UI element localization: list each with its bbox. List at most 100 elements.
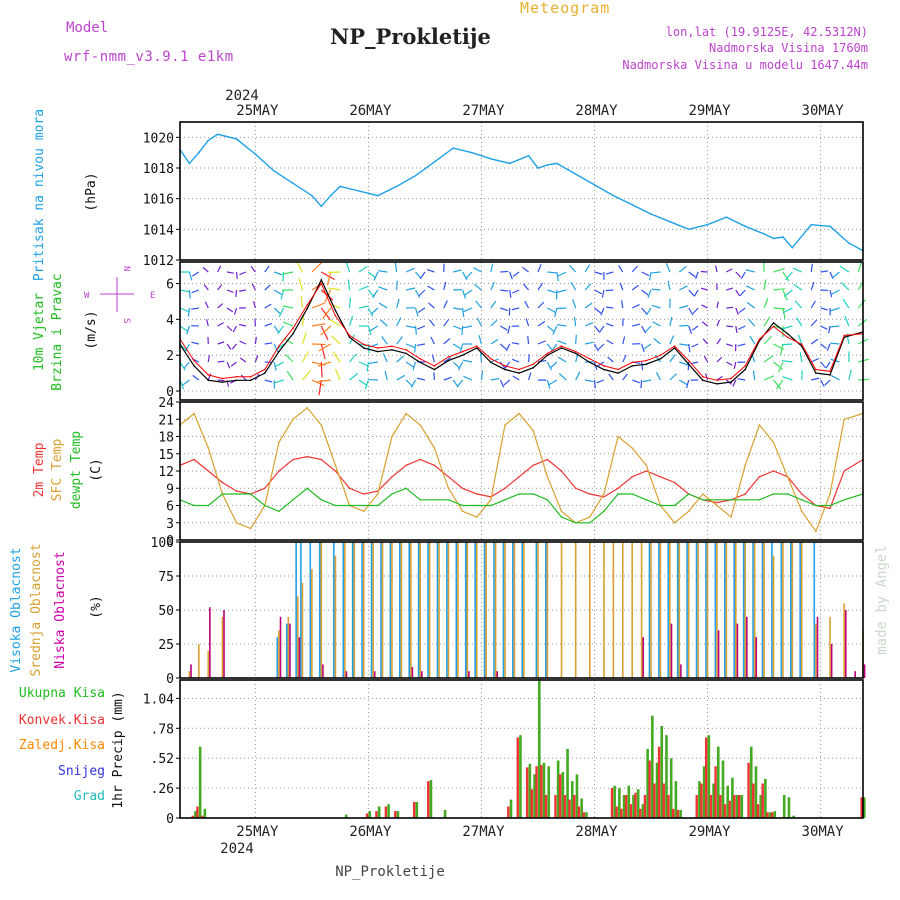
wind-arrow [203, 284, 209, 291]
wind-arrow [301, 351, 309, 363]
wind-arrow [191, 307, 199, 310]
wind-arrow [511, 307, 520, 311]
wind-arrow [251, 283, 256, 291]
pressure-line-point [188, 162, 191, 165]
wind-arrow [701, 321, 708, 327]
sfc-temp-line-point [758, 424, 761, 426]
dewpt-line-point [263, 504, 266, 507]
precip-total-bar [651, 715, 654, 818]
wind-arrow [763, 279, 767, 291]
wind-gust-line-point [320, 282, 323, 285]
precip-convective-bar [375, 811, 378, 818]
wind-arrow [679, 285, 688, 291]
wind-arrow [547, 307, 556, 313]
wind-arrow [584, 264, 591, 273]
precip-convective-bar [196, 806, 199, 818]
wind-arrow [820, 307, 828, 311]
sfc-temp-line-point [716, 504, 718, 507]
precip-convective-bar [516, 737, 519, 818]
precip-convective-bar [544, 795, 548, 818]
wind-arrow [329, 319, 341, 327]
cloud-panel: 0 25 50 75 100 [151, 536, 866, 687]
wind-speed-line-point [546, 354, 549, 356]
wind-arrow [556, 271, 560, 282]
wind-arrow [797, 334, 803, 345]
wind-arrow [631, 304, 640, 309]
wind-arrow [410, 379, 417, 388]
wind-arrow [678, 265, 687, 273]
wind-speed-line-point [306, 307, 308, 310]
wind-arrow [452, 343, 461, 350]
y-tick-label: 1014 [143, 223, 174, 238]
wind-gust-line-point [504, 365, 506, 367]
wind-arrow [773, 267, 785, 273]
precip-total-bar [585, 812, 588, 818]
y-tick-label: 1018 [143, 162, 174, 177]
pressure-line-point [725, 216, 728, 218]
pressure-panel: 1012 1014 1016 1018 1020 [143, 121, 864, 269]
t2m-line-point [207, 470, 210, 472]
wind-arrow [321, 271, 335, 281]
wind-gust-line-point [560, 345, 563, 348]
precip-total-bar [537, 678, 541, 818]
wind-speed-line-point [490, 361, 492, 364]
precip-convective-bar [582, 812, 585, 818]
wind-arrow [830, 374, 840, 381]
pressure-line-point [292, 182, 294, 185]
dewpt-line-point [560, 516, 563, 518]
y-tick-label: 15 [158, 448, 174, 463]
precip-total-bar [632, 795, 635, 818]
precip-total-bar [863, 797, 866, 818]
wind-arrow [500, 307, 509, 312]
wind-arrow [548, 379, 558, 386]
precip-total-bar [203, 808, 207, 818]
wind-arrow [691, 343, 699, 348]
t2m-line-point [263, 487, 266, 490]
precip-convective-bar [507, 806, 510, 818]
wind-arrow [226, 361, 231, 369]
wind-arrow [840, 282, 850, 291]
wind-arrow [825, 361, 831, 369]
wind-arrow [643, 343, 652, 350]
wind-arrow [457, 361, 464, 371]
precip-convective-bar [530, 789, 534, 818]
wind-speed-line-point [786, 332, 789, 335]
sfc-temp-line-point [631, 447, 633, 449]
precip-total-bar [198, 746, 202, 818]
pressure-line-point [631, 204, 633, 206]
wind-arrow [842, 298, 850, 309]
wind-arrow [726, 325, 734, 328]
t2m-line-point [419, 458, 422, 461]
wind-gust-line-point [744, 365, 747, 367]
precip-total-bar [726, 785, 729, 818]
wind-arrow [738, 307, 746, 314]
wind-arrow [647, 289, 652, 299]
wind-arrow [217, 341, 225, 345]
precip-total-bar [702, 766, 706, 818]
wind-arrow [217, 303, 224, 309]
precip-total-bar [344, 814, 348, 818]
pressure-line-point [537, 167, 539, 169]
wind-gust-line-point [419, 357, 422, 360]
wind-arrow [546, 361, 552, 371]
wind-arrow [737, 343, 746, 347]
precip-convective-bar [761, 783, 764, 818]
temp-label-2: SFC Temp [50, 439, 65, 502]
wind-speed-line-point [193, 365, 195, 367]
wind-gust-line-point [829, 370, 831, 373]
dewpt-line-point [306, 487, 308, 490]
wind-arrow [632, 323, 641, 327]
sfc-temp-line-point [829, 493, 831, 495]
wind-arrow [414, 343, 417, 353]
y-tick-label: 0 [166, 672, 174, 687]
precip-total-bar [519, 735, 522, 818]
precip-convective-bar [747, 762, 750, 818]
wind-speed-line-point [362, 347, 365, 349]
wind-arrow [416, 377, 426, 381]
dewpt-line-point [815, 504, 817, 507]
wind-arrow [443, 318, 450, 327]
wind-gust-line-point [702, 375, 704, 378]
wind-arrow [286, 370, 294, 381]
wind-arrow [381, 336, 388, 345]
